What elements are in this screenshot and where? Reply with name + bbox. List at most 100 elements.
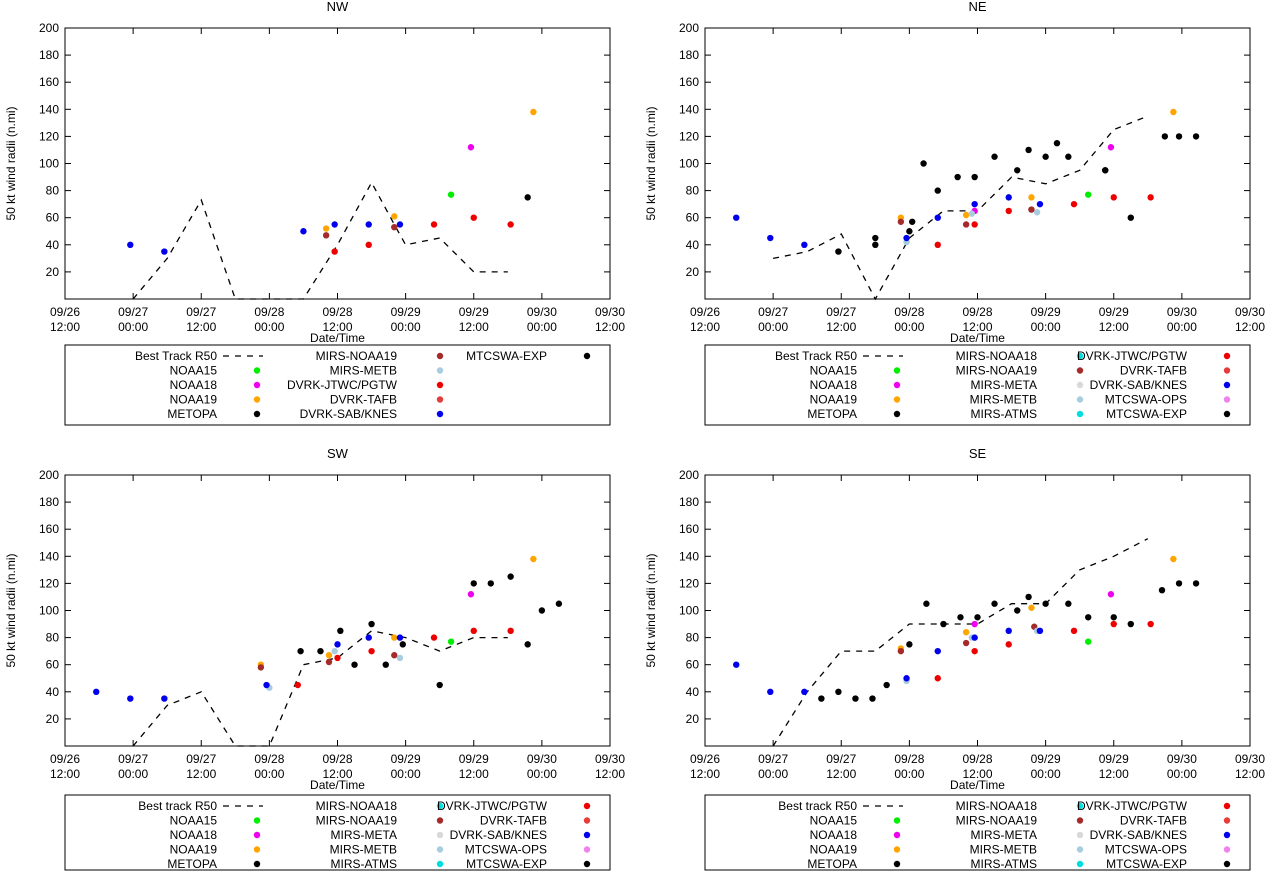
x-tick-label-time: 12:00 — [595, 320, 625, 334]
best-track-line — [772, 115, 1149, 301]
legend-symbol-mirs-noaa18 — [436, 802, 444, 810]
point-mirs-metb — [968, 210, 976, 217]
x-tick-label-time: 12:00 — [1235, 320, 1265, 334]
point-dvrk-sab-knes — [127, 695, 134, 702]
point-metopa — [835, 688, 842, 695]
legend-symbol-dvrk-jtwc-pgtw — [1223, 352, 1231, 360]
legend-symbol-mtcswa-ops — [1223, 396, 1231, 403]
legend-symbol-mirs-meta — [436, 831, 444, 839]
legend-symbol-dvrk-tafb — [1223, 817, 1231, 824]
legend-label-noaa15: NOAA15 — [170, 364, 218, 378]
legend-symbol-mirs-metb — [436, 367, 444, 374]
x-tick-label-time: 00:00 — [1167, 767, 1197, 781]
point-metopa — [971, 173, 978, 181]
legend-symbol-noaa18 — [893, 381, 901, 389]
y-axis-label: 50 kt wind radii (n.mi) — [4, 553, 18, 667]
legend-symbol-mtcswa-ops — [1223, 846, 1231, 853]
point-noaa15 — [1085, 191, 1092, 198]
point-noaa18 — [467, 144, 475, 151]
y-tick-label: 20 — [686, 265, 700, 279]
x-tick-label-date: 09/28 — [894, 305, 924, 319]
point-metopa — [538, 607, 546, 614]
point-dvrk-sab-knes — [971, 634, 978, 641]
chart-nw: NW2040608010012014016018020009/2612:0009… — [4, 0, 625, 426]
point-metopa — [1065, 600, 1072, 607]
y-tick-label: 20 — [46, 265, 60, 279]
x-tick-label-date: 09/29 — [459, 305, 489, 319]
y-tick-label: 100 — [39, 604, 59, 618]
legend-label-metopa: METOPA — [807, 857, 857, 871]
best-track-line — [132, 630, 508, 747]
point-dvrk-sab-knes — [127, 241, 134, 248]
point-dvrk-sab-knes — [767, 234, 774, 242]
legend-label-dvrk-jtwc-pgtw: DVRK-JTWC/PGTW — [1077, 349, 1188, 363]
legend-box — [64, 344, 611, 426]
legend-symbol-mirs-metb — [436, 846, 444, 853]
x-tick-label-date: 09/29 — [459, 752, 489, 766]
point-metopa — [872, 241, 879, 248]
y-tick-label: 100 — [679, 157, 699, 171]
point-mirs-noaa19 — [962, 221, 970, 228]
point-metopa — [991, 153, 998, 160]
point-dvrk-jtwc-pgtw — [470, 214, 477, 221]
point-metopa — [920, 160, 927, 167]
x-tick-label-date: 09/28 — [962, 752, 992, 766]
legend-label-dvrk-sab-knes: DVRK-SAB/KNES — [1090, 828, 1187, 842]
legend-label-metopa: METOPA — [807, 407, 857, 421]
x-tick-label-date: 09/27 — [758, 752, 788, 766]
x-tick-label-date: 09/30 — [1167, 305, 1197, 319]
point-metopa — [487, 580, 494, 587]
legend-label-mirs-metb: MIRS-METB — [330, 843, 397, 857]
y-tick-label: 40 — [686, 238, 700, 252]
point-dvrk-sab-knes — [934, 647, 941, 655]
legend-symbol-mirs-atms — [436, 860, 444, 868]
legend-symbol-mtcswa-exp — [1223, 410, 1231, 418]
y-tick-label: 200 — [39, 21, 59, 35]
point-dvrk-jtwc-pgtw — [934, 241, 941, 248]
chart-ne: NE2040608010012014016018020009/2612:0009… — [644, 0, 1265, 426]
x-tick-label-date: 09/30 — [527, 752, 557, 766]
point-noaa15 — [447, 638, 455, 645]
point-dvrk-sab-knes — [161, 248, 168, 255]
point-noaa19 — [962, 211, 970, 219]
x-axis-label: Date/Time — [310, 778, 365, 792]
point-dvrk-jtwc-pgtw — [334, 654, 341, 662]
y-tick-label: 160 — [39, 75, 59, 89]
legend-symbol-mirs-metb — [1076, 846, 1084, 853]
x-tick-label-time: 12:00 — [1235, 767, 1265, 781]
x-tick-label-time: 00:00 — [1167, 320, 1197, 334]
legend-label-noaa19: NOAA19 — [170, 393, 218, 407]
legend-label-mirs-metb: MIRS-METB — [330, 364, 397, 378]
x-tick-label-date: 09/30 — [1235, 305, 1265, 319]
point-metopa — [1025, 593, 1032, 601]
point-metopa — [524, 641, 531, 648]
point-metopa — [818, 695, 825, 702]
y-tick-label: 200 — [679, 21, 699, 35]
x-tick-label-time: 12:00 — [459, 767, 489, 781]
point-dvrk-jtwc-pgtw — [507, 627, 514, 635]
legend-label-mtcswa-ops: MTCSWA-OPS — [1105, 843, 1187, 857]
legend-symbol-dvrk-sab-knes — [1223, 831, 1231, 839]
point-dvrk-jtwc-pgtw — [331, 248, 338, 255]
x-tick-label-time: 12:00 — [962, 767, 992, 781]
legend-symbol-noaa15 — [893, 367, 901, 374]
point-noaa19 — [322, 225, 330, 232]
x-tick-label-time: 00:00 — [254, 320, 284, 334]
point-metopa — [1014, 167, 1021, 174]
legend-label-dvrk-jtwc-pgtw: DVRK-JTWC/PGTW — [1077, 799, 1188, 813]
point-dvrk-sab-knes — [331, 221, 338, 228]
y-tick-label: 80 — [46, 184, 60, 198]
x-tick-label-time: 12:00 — [322, 767, 352, 781]
x-tick-label-date: 09/27 — [186, 752, 216, 766]
legend-symbol-mirs-noaa19 — [1076, 367, 1084, 374]
point-mirs-noaa19 — [391, 652, 398, 659]
legend-symbol-dvrk-sab-knes — [436, 410, 444, 418]
legend-label-noaa18: NOAA18 — [810, 378, 858, 392]
point-dvrk-jtwc-pgtw — [470, 627, 477, 635]
point-dvrk-sab-knes — [396, 634, 404, 641]
x-tick-label-date: 09/26 — [690, 752, 720, 766]
x-tick-label-time: 00:00 — [527, 767, 557, 781]
point-noaa19 — [325, 652, 333, 659]
legend-symbol-dvrk-jtwc-pgtw — [583, 802, 591, 810]
point-mirs-noaa19 — [897, 647, 905, 655]
